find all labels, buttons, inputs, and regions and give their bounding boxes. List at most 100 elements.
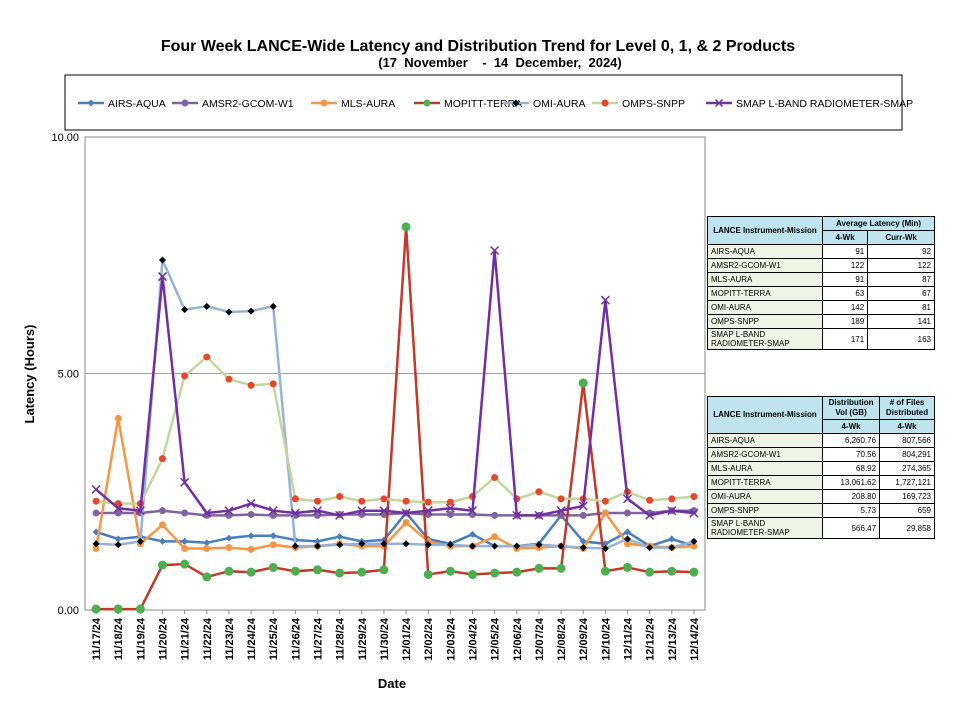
data-point: [557, 495, 565, 503]
data-point: [402, 540, 410, 548]
data-point: [446, 541, 454, 549]
legend-entry: OMPS-SNPP: [592, 98, 685, 110]
latency-header-curr: Curr-Wk: [867, 230, 935, 245]
legend-label: OMPS-SNPP: [622, 98, 685, 110]
data-point: [92, 509, 100, 517]
mission-name-cell: AMSR2-GCOM-W1: [707, 258, 823, 273]
data-point: [645, 510, 655, 520]
data-point: [557, 511, 565, 519]
series-line: [94, 418, 694, 551]
y-tick-label: 5.00: [58, 369, 79, 381]
data-point: [358, 497, 366, 505]
x-tick-label: 11/28/24: [335, 617, 347, 660]
dist-files-cell: 274,365: [879, 461, 935, 476]
data-point: [534, 510, 544, 520]
data-point: [491, 533, 499, 541]
data-point: [513, 542, 521, 550]
data-point: [336, 492, 344, 500]
data-point: [690, 537, 698, 545]
data-point: [469, 542, 476, 550]
latency-curr-cell: 141: [867, 314, 935, 329]
latency-4wk-cell: 189: [821, 314, 869, 329]
table-row: OMPS-SNPP 189 141: [707, 314, 935, 329]
data-point: [203, 539, 211, 547]
x-tick-label: 11/23/24: [224, 617, 236, 660]
data-point: [646, 544, 654, 552]
table-row: AIRS-AQUA 91 92: [707, 244, 935, 259]
data-point: [269, 541, 277, 549]
data-point: [91, 604, 101, 614]
data-point: [578, 501, 588, 511]
legend-marker: [181, 99, 189, 107]
x-tick-label: 12/04/24: [468, 617, 480, 661]
legend-entry: MOPITT-TERRA: [414, 98, 522, 110]
latency-header-mission: LANCE Instrument-Mission: [707, 216, 823, 245]
data-point: [291, 495, 299, 503]
data-point: [290, 508, 300, 518]
legend-marker: [87, 99, 95, 107]
data-point: [268, 506, 278, 516]
data-point: [181, 509, 189, 517]
y-tick-label: 0.00: [58, 605, 79, 617]
series-line: [95, 511, 695, 548]
data-point: [92, 497, 100, 505]
mission-name-cell: SMAP L-BAND RADIOMETER-SMAP: [707, 328, 823, 350]
data-point: [246, 499, 256, 509]
mission-name-cell: MLS-AURA: [707, 461, 823, 476]
dist-files-cell: 29,858: [879, 517, 935, 539]
data-point: [402, 518, 410, 526]
x-tick-label: 11/26/24: [290, 617, 302, 660]
dist-files-cell: 807,566: [879, 433, 935, 448]
data-point: [512, 567, 522, 577]
data-point: [181, 537, 189, 545]
data-point: [358, 540, 366, 548]
data-point: [424, 498, 432, 506]
latency-4wk-cell: 122: [821, 258, 869, 273]
dist-header-files: # of Files Distributed: [879, 396, 935, 420]
data-point: [445, 503, 455, 513]
dist-files-cell: 804,291: [879, 447, 935, 462]
latency-header-4wk: 4-Wk: [821, 230, 869, 245]
dist-files-cell: 1,727,121: [879, 475, 935, 490]
table-row: OMPS-SNPP 5.73 659: [707, 503, 935, 518]
data-point: [601, 497, 609, 505]
data-point: [557, 542, 565, 550]
data-point: [689, 567, 699, 577]
latency-curr-cell: 163: [867, 328, 935, 350]
data-point: [535, 541, 543, 549]
latency-4wk-cell: 171: [821, 328, 869, 350]
x-tick-label: 11/24/24: [246, 617, 258, 660]
mission-name-cell: MOPITT-TERRA: [707, 475, 823, 490]
x-tick-label: 12/12/24: [645, 617, 657, 661]
data-point: [92, 540, 100, 548]
data-point: [534, 563, 544, 573]
data-point: [225, 511, 233, 519]
dist-vol-cell: 70.56: [821, 447, 881, 462]
dist-vol-cell: 566.47: [821, 517, 881, 539]
dist-vol-cell: 5.73: [821, 503, 881, 518]
data-point: [135, 604, 145, 614]
data-point: [159, 537, 166, 545]
data-point: [601, 545, 609, 553]
data-point: [490, 568, 500, 578]
data-point: [423, 506, 433, 516]
table-row: OMI-AURA 208.80 169,723: [707, 489, 935, 504]
data-point: [579, 544, 587, 552]
table-row: MOPITT-TERRA 13,061.62 1,727,121: [707, 475, 935, 490]
chart-subtitle: (17 November - 14 December, 2024): [378, 55, 622, 70]
data-point: [246, 567, 256, 577]
legend-marker: [423, 99, 431, 107]
data-point: [291, 542, 299, 550]
data-point: [181, 306, 189, 314]
latency-4wk-cell: 142: [821, 300, 869, 315]
legend-entry: AIRS-AQUA: [78, 98, 166, 110]
dist-vol-cell: 13,061.62: [821, 475, 881, 490]
data-point: [469, 510, 476, 518]
series-line: [96, 509, 694, 517]
latency-curr-cell: 87: [867, 272, 935, 287]
data-point: [491, 474, 499, 482]
data-point: [136, 537, 144, 545]
data-point: [225, 544, 233, 552]
data-point: [225, 375, 233, 383]
data-point: [491, 511, 499, 519]
